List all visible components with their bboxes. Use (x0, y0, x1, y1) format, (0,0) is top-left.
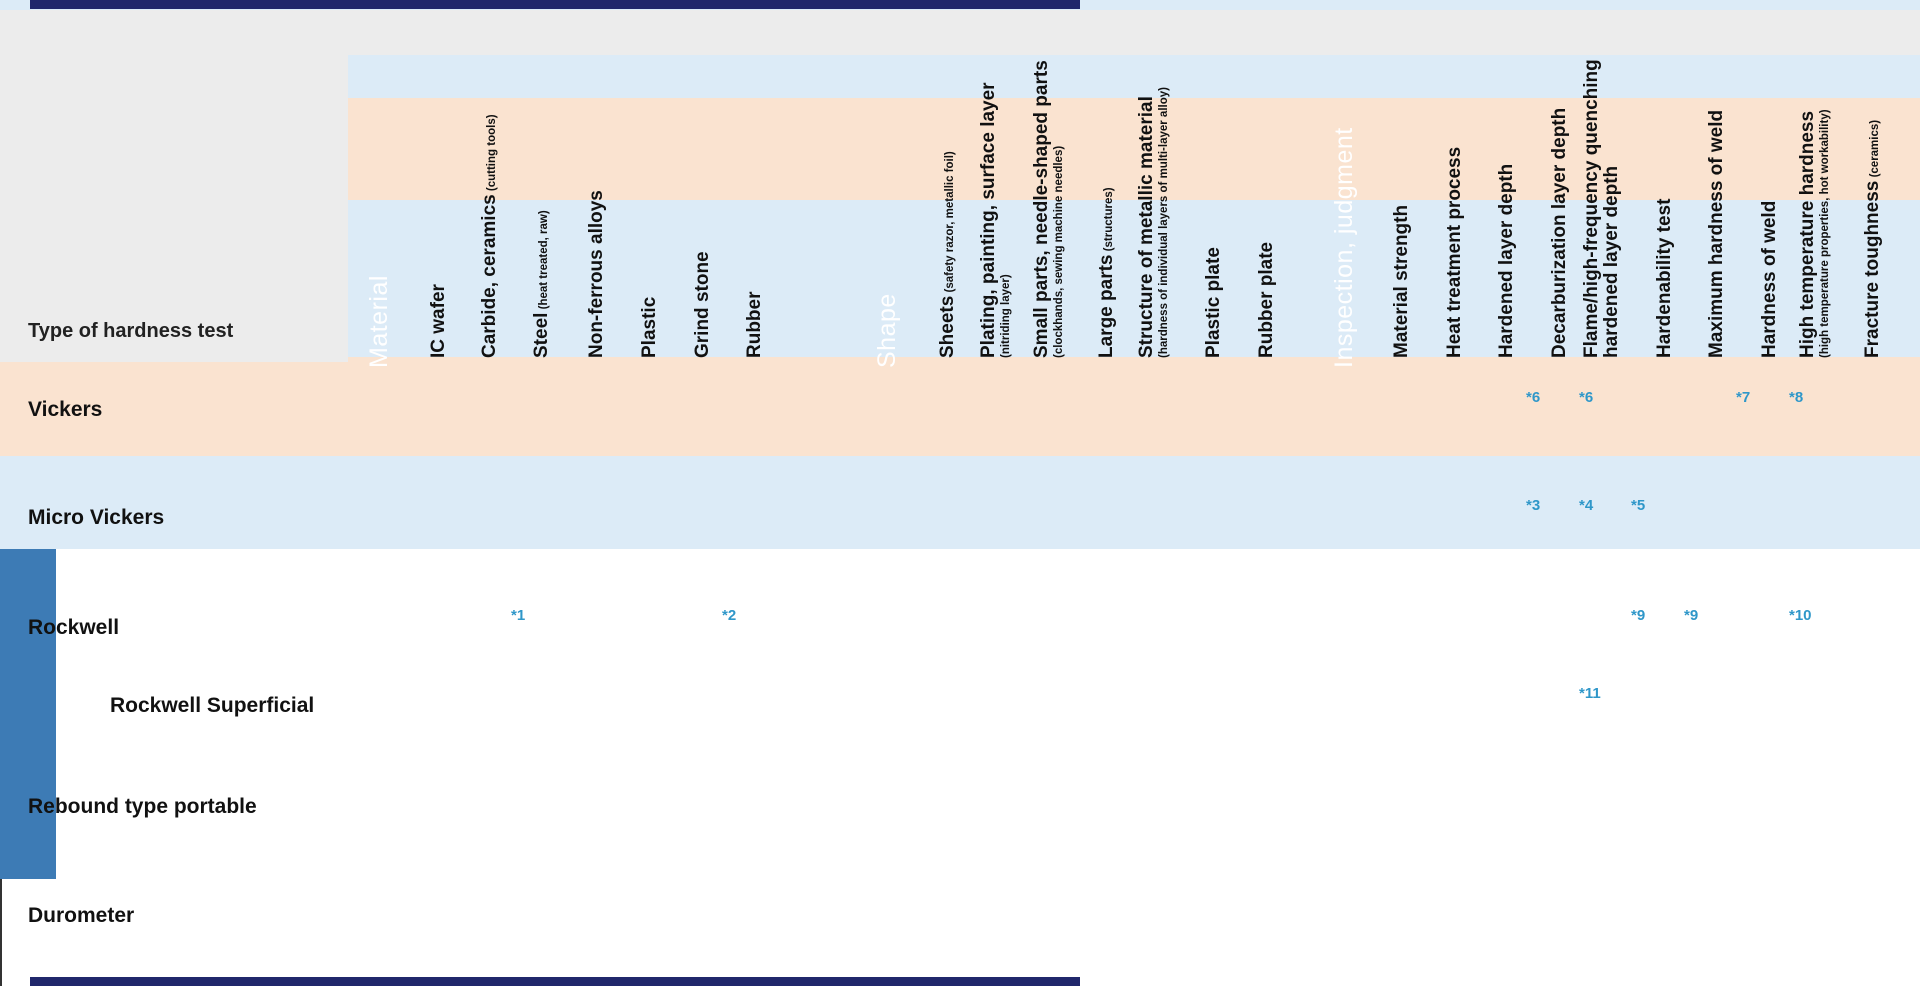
row-label-superficial: Rockwell Superficial (110, 694, 315, 717)
column-label-fracture-toughness: Fracture toughness (ceramics) (1845, 46, 1885, 358)
column-label-sub: (clockhands, sewing machine needles) (1053, 145, 1065, 358)
page-title: Type of hardness test (28, 320, 234, 342)
column-label-main: Plating, painting, surface layer (978, 82, 999, 358)
column-label-decarburization: Decarburization layer depth (1530, 46, 1570, 358)
column-label-material-strength: Material strength (1372, 46, 1412, 358)
column-label-main: Fracture toughness (ceramics) (1862, 119, 1883, 358)
column-label-ic-wafer: IC wafer (409, 46, 449, 358)
column-label-main: Small parts, needle-shaped parts (1031, 60, 1052, 358)
row-label-durometer: Durometer (28, 904, 135, 927)
column-label-sub: (hardness of individual layers of multi-… (1158, 87, 1170, 358)
column-label-plastic-plate: Plastic plate (1184, 46, 1224, 358)
column-label-sheets: Sheets (safety razor, metallic foil) (920, 46, 960, 358)
column-label-main: Non-ferrous alloys (586, 190, 607, 358)
column-label-hardenability: Hardenability test (1635, 46, 1675, 358)
row-band-3 (0, 357, 1920, 456)
column-label-structure: Structure of metallic material (hardness … (1131, 46, 1171, 358)
column-label-steel: Steel (heat treated, raw) (514, 46, 554, 358)
row-label-rebound: Rebound type portable (28, 795, 257, 818)
column-label-non-ferrous: Non-ferrous alloys (567, 46, 607, 358)
footnote-9-rockwell: *9 (1631, 607, 1646, 624)
column-label-sub: (cutting tools) (486, 114, 498, 195)
footnote-6-vickers: *6 (1579, 389, 1594, 406)
top-navy-bar (30, 0, 1080, 9)
column-label-max-weld-hardness: Maximum hardness of weld (1687, 46, 1727, 358)
column-label-sub: (safety razor, metallic foil) (944, 151, 956, 296)
column-label-rubber-plate: Rubber plate (1237, 46, 1277, 358)
column-label-sub: (ceramics) (1869, 119, 1881, 181)
column-label-main: Decarburization layer depth (1549, 107, 1570, 358)
column-label-main: Hardenability test (1654, 198, 1675, 358)
column-label-plastic: Plastic (620, 46, 660, 358)
column-line-ic-wafer (0, 879, 2, 986)
shape-group-label: Shape (872, 293, 901, 368)
footnote-3-micro: *3 (1526, 497, 1541, 514)
row-label-rockwell: Rockwell (28, 616, 120, 639)
column-label-flame-quenching: Flame/high-frequency quenching hardened l… (1581, 46, 1622, 358)
column-label-sub: (heat treated, raw) (538, 210, 550, 313)
column-label-main: Large parts (structures) (1096, 187, 1117, 358)
column-label-plating: Plating, painting, surface layer (nitridi… (973, 46, 1013, 358)
column-label-carbide: Carbide, ceramics (cutting tools) (462, 46, 502, 358)
column-label-small-parts: Small parts, needle-shaped parts (clockha… (1026, 46, 1066, 358)
column-label-main: Plastic plate (1203, 247, 1224, 358)
footnote-4-micro: *4 (1579, 497, 1594, 514)
column-label-hardened-layer: Hardened layer depth (1477, 46, 1517, 358)
column-label-main: Maximum hardness of weld (1706, 109, 1727, 358)
row-band-4 (0, 456, 1920, 549)
column-label-weld-hardness: Hardness of weld (1740, 46, 1780, 358)
footnote-9-rockwell: *9 (1684, 607, 1699, 624)
column-label-main: Rubber plate (1256, 241, 1277, 358)
material-group-label: Material (365, 275, 393, 368)
column-label-sub: (nitriding layer) (1000, 274, 1012, 358)
column-label-main: Heat treatment process (1444, 146, 1465, 358)
column-label-grind-stone: Grind stone (673, 46, 713, 358)
footnote-2-rockwell: *2 (722, 607, 737, 624)
left-header-gray-block (0, 10, 348, 362)
column-label-main: Grind stone (692, 251, 713, 358)
column-label-line2: hardened layer depth (1601, 165, 1622, 358)
column-label-main: Steel (heat treated, raw) (531, 210, 552, 358)
column-label-main: Sheets (safety razor, metallic foil) (937, 151, 958, 358)
inspection-group-label: Inspection, judgment (1329, 127, 1358, 368)
footnote-11-superficial: *11 (1579, 685, 1601, 702)
column-label-main: IC wafer (428, 284, 449, 358)
footnote-1-rockwell: *1 (511, 607, 526, 624)
footnote-6-vickers: *6 (1526, 389, 1541, 406)
column-label-main: Flame/high-frequency quenching (1581, 59, 1602, 358)
footnote-10-rockwell: *10 (1789, 607, 1812, 624)
footnote-8-vickers: *8 (1789, 389, 1804, 406)
column-label-main: High temperature hardness (1797, 110, 1818, 358)
column-label-main: Rubber (744, 291, 765, 359)
column-label-main: Hardened layer depth (1496, 163, 1517, 358)
column-label-heat-treatment: Heat treatment process (1425, 46, 1465, 358)
column-label-main: Plastic (639, 296, 660, 358)
column-label-sub: (structures) (1103, 187, 1115, 255)
footnote-5-micro: *5 (1631, 497, 1646, 514)
material-group-band (0, 549, 56, 879)
row-label-micro: Micro Vickers (28, 506, 165, 529)
column-label-high-temp-hardness: High temperature hardness (high temperatu… (1792, 46, 1832, 358)
bottom-navy-bar (30, 977, 1080, 986)
column-label-main: Carbide, ceramics (cutting tools) (479, 114, 500, 358)
footnote-7-vickers: *7 (1736, 389, 1751, 406)
column-label-main: Material strength (1391, 204, 1412, 358)
column-label-sub: (high temperature properties, hot workab… (1819, 109, 1831, 358)
column-label-main: Hardness of weld (1759, 200, 1780, 358)
column-label-rubber: Rubber (725, 46, 765, 359)
row-label-vickers: Vickers (28, 398, 103, 421)
column-label-large-parts: Large parts (structures) (1079, 46, 1119, 358)
column-label-main: Structure of metallic material (1136, 96, 1157, 358)
